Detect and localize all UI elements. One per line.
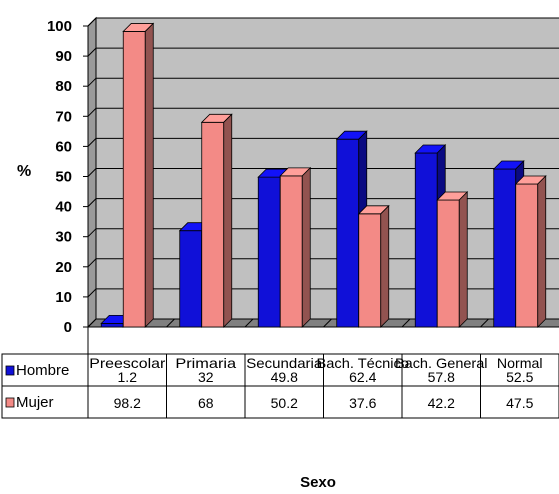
x-tick-label: Secundaria (246, 355, 322, 371)
y-tick-label: 30 (55, 229, 72, 246)
data-label: 47.5 (506, 395, 533, 411)
gridline (87, 47, 559, 57)
data-label: 68 (198, 395, 214, 411)
gridline (87, 137, 559, 147)
gridline (87, 288, 559, 298)
bar-front (493, 168, 517, 328)
plot-floor (86, 318, 559, 328)
data-label: 32 (198, 369, 214, 385)
bar-front (257, 176, 281, 328)
bar-front (279, 175, 303, 328)
gridline (87, 168, 559, 177)
y-tick-label: 40 (55, 199, 72, 216)
floor-divider (166, 318, 175, 328)
floor-divider (401, 318, 411, 328)
bar-mujer-0 (122, 22, 155, 328)
x-tick-label: Primaria (175, 355, 236, 371)
y-tick-label: 80 (55, 78, 72, 95)
bar-mujer-3 (357, 204, 390, 328)
y-tick-label: 10 (55, 289, 72, 306)
data-label: 52.5 (506, 369, 533, 385)
y-tick-label: 60 (55, 138, 72, 155)
bar-side (458, 191, 468, 328)
bar-side (301, 166, 311, 328)
bar-side (144, 22, 154, 328)
gridline (87, 77, 559, 87)
bar-front (436, 199, 460, 328)
gridline (87, 318, 559, 328)
data-label: 1.2 (118, 369, 138, 385)
x-tick-label: Normal (497, 355, 543, 371)
legend-label-hombre: Hombre (16, 362, 69, 379)
bar-mujer-2 (279, 166, 312, 328)
bar-mujer-5 (514, 175, 547, 328)
data-label: 98.2 (114, 395, 141, 411)
bar-side (380, 204, 390, 328)
bar-front (122, 31, 146, 328)
legend-key-mujer (5, 397, 15, 408)
data-label: 57.8 (428, 369, 455, 385)
bar-mujer-4 (436, 191, 469, 328)
bar-front (201, 121, 225, 328)
floor-divider (480, 318, 489, 328)
y-tick-label: 70 (55, 108, 72, 125)
data-label: 62.4 (349, 369, 376, 385)
y-tick-label: 0 (64, 319, 72, 336)
data-label: 37.6 (349, 395, 376, 411)
bar-front (515, 183, 539, 328)
legend-key-hombre (5, 365, 15, 376)
gridline (87, 107, 559, 117)
bar-front (336, 138, 360, 328)
bar-side (537, 175, 547, 328)
y-tick-label: 90 (55, 48, 72, 65)
bar-front (414, 152, 438, 328)
y-tick-label: 50 (55, 169, 72, 186)
gridline (87, 17, 559, 27)
y-tick-label: 20 (55, 259, 72, 276)
x-tick-label: Preescolar (89, 355, 165, 371)
data-label: 42.2 (428, 395, 455, 411)
y-axis-title: % (17, 163, 31, 180)
bar-side (223, 113, 233, 328)
floor-divider (323, 318, 332, 328)
x-tick-label: Bach. General (395, 355, 488, 371)
floor-divider (244, 318, 254, 328)
data-label: 49.8 (271, 369, 298, 385)
x-tick-label: Bach. Técnico (317, 355, 410, 371)
bar-front (358, 213, 382, 328)
y-tick-label: 100 (47, 18, 72, 35)
bar-front (100, 322, 124, 328)
x-axis-title: Sexo (300, 474, 336, 489)
data-label: 50.2 (271, 395, 298, 411)
bar-front (179, 230, 203, 328)
bar-mujer-1 (200, 113, 233, 328)
gridline (87, 228, 559, 238)
legend-label-mujer: Mujer (16, 394, 54, 411)
gridline (87, 198, 559, 207)
gridline (87, 258, 559, 268)
